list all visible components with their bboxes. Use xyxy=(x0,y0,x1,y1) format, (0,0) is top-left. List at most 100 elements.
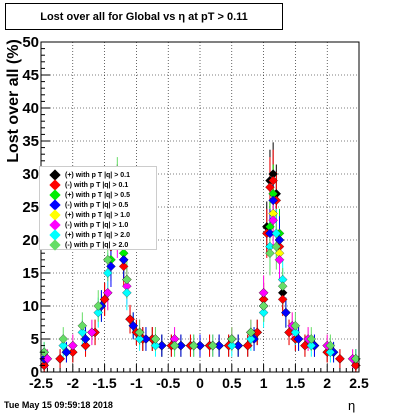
data-point xyxy=(103,255,113,265)
legend-entry: (+) with p T |q| > 0.1 xyxy=(40,169,130,181)
x-tick-label: 1.5 xyxy=(286,375,306,391)
grid-lines xyxy=(41,42,359,372)
legend-marker-icon xyxy=(49,239,61,251)
data-point xyxy=(141,334,151,344)
data-point xyxy=(258,307,269,318)
data-point xyxy=(277,294,288,305)
data-point xyxy=(134,334,145,344)
data-point xyxy=(106,261,116,272)
data-point xyxy=(122,274,132,285)
x-tick-label: -2.5 xyxy=(29,375,53,391)
chart-title: Lost over all for Global vs η at pT > 0.… xyxy=(5,3,283,30)
data-point xyxy=(93,307,103,318)
data-point xyxy=(274,235,285,245)
legend-entry: (-) with p T |q| > 0.1 xyxy=(40,179,129,191)
x-axis-label: η xyxy=(348,398,356,413)
data-point xyxy=(169,340,180,351)
data-point xyxy=(258,288,269,298)
data-point xyxy=(233,340,243,351)
data-point xyxy=(195,340,205,351)
y-tick-label: 30 xyxy=(22,166,39,183)
y-tick-label: 20 xyxy=(22,232,39,249)
data-point xyxy=(122,288,132,298)
data-point xyxy=(150,340,161,351)
legend-entry: (-) with p T |q| > 0.5 xyxy=(40,199,129,211)
legend-entry: (+) with p T |q| > 2.0 xyxy=(40,229,130,241)
data-point xyxy=(188,340,199,351)
data-point xyxy=(150,334,161,344)
y-axis-ticks: 0 5 10 15 20 25 30 35 40 45 50 xyxy=(22,34,50,381)
y-tick-label: 50 xyxy=(22,34,39,51)
data-point xyxy=(61,347,72,357)
data-point xyxy=(68,347,78,357)
y-tick-label: 45 xyxy=(22,67,39,84)
x-tick-label: 0 xyxy=(196,375,204,391)
data-point xyxy=(265,228,275,239)
x-tick-label: -0.5 xyxy=(156,375,180,391)
data-point xyxy=(103,288,113,298)
data-point xyxy=(227,334,237,344)
data-point xyxy=(325,340,336,351)
data-point xyxy=(268,195,278,206)
data-point xyxy=(80,334,91,344)
data-point xyxy=(265,248,275,258)
data-point xyxy=(99,294,110,305)
data-point xyxy=(325,347,336,357)
data-point xyxy=(227,340,237,351)
data-point xyxy=(77,327,88,338)
x-tick-label: -1.5 xyxy=(93,375,117,391)
data-point xyxy=(128,321,138,331)
data-point xyxy=(77,321,88,331)
x-tick-label: -2 xyxy=(67,375,80,391)
legend-label: (-) with p T |q| > 2.0 xyxy=(65,241,129,249)
data-point xyxy=(306,334,317,344)
data-point xyxy=(274,255,285,265)
x-tick-label: 0.5 xyxy=(222,375,242,391)
data-point xyxy=(68,340,78,351)
data-point xyxy=(258,301,269,311)
legend-label: (-) with p T |q| > 0.5 xyxy=(65,201,129,209)
data-point xyxy=(265,182,275,192)
data-point xyxy=(134,327,145,338)
data-point xyxy=(290,321,301,331)
data-point xyxy=(300,340,310,351)
data-point xyxy=(103,268,113,278)
data-point xyxy=(208,340,218,351)
x-tick-label: 2.5 xyxy=(349,375,369,391)
data-point xyxy=(271,228,282,239)
legend-label: (+) with p T |q| > 0.5 xyxy=(65,191,130,199)
data-point xyxy=(118,255,129,265)
data-point xyxy=(176,340,186,351)
data-point xyxy=(58,340,68,351)
legend-label: (-) with p T |q| > 1.0 xyxy=(65,221,129,229)
legend-entry: (-) with p T |q| > 2.0 xyxy=(40,239,129,251)
data-point xyxy=(118,261,129,272)
data-point xyxy=(93,301,103,311)
data-point xyxy=(335,354,345,364)
y-tick-label: 15 xyxy=(22,265,39,282)
data-point xyxy=(246,327,256,338)
legend-label: (-) with p T |q| > 0.1 xyxy=(65,181,129,189)
legend-entry: (+) with p T |q| > 1.0 xyxy=(40,209,130,221)
data-point xyxy=(42,354,53,364)
data-point xyxy=(268,215,278,225)
data-point xyxy=(252,327,262,338)
timestamp: Tue May 15 09:59:18 2018 xyxy=(4,400,113,410)
legend-entry: (+) with p T |q| > 0.5 xyxy=(40,189,130,201)
data-point xyxy=(293,334,304,344)
y-tick-label: 10 xyxy=(22,298,39,315)
y-tick-label: 5 xyxy=(31,331,39,348)
data-point xyxy=(246,334,256,344)
data-point xyxy=(284,327,294,338)
y-tick-label: 40 xyxy=(22,100,39,117)
data-point xyxy=(271,241,282,252)
x-tick-label: -1 xyxy=(130,375,143,391)
data-point xyxy=(87,327,97,338)
data-point xyxy=(125,314,135,324)
data-point xyxy=(281,307,291,318)
data-point xyxy=(58,334,68,344)
data-point xyxy=(214,340,224,351)
legend: (+) with p T |q| > 0.1 (-) with p T |q| >… xyxy=(39,166,157,251)
x-tick-label: 2 xyxy=(323,375,331,391)
x-tick-label: 1 xyxy=(260,375,268,391)
